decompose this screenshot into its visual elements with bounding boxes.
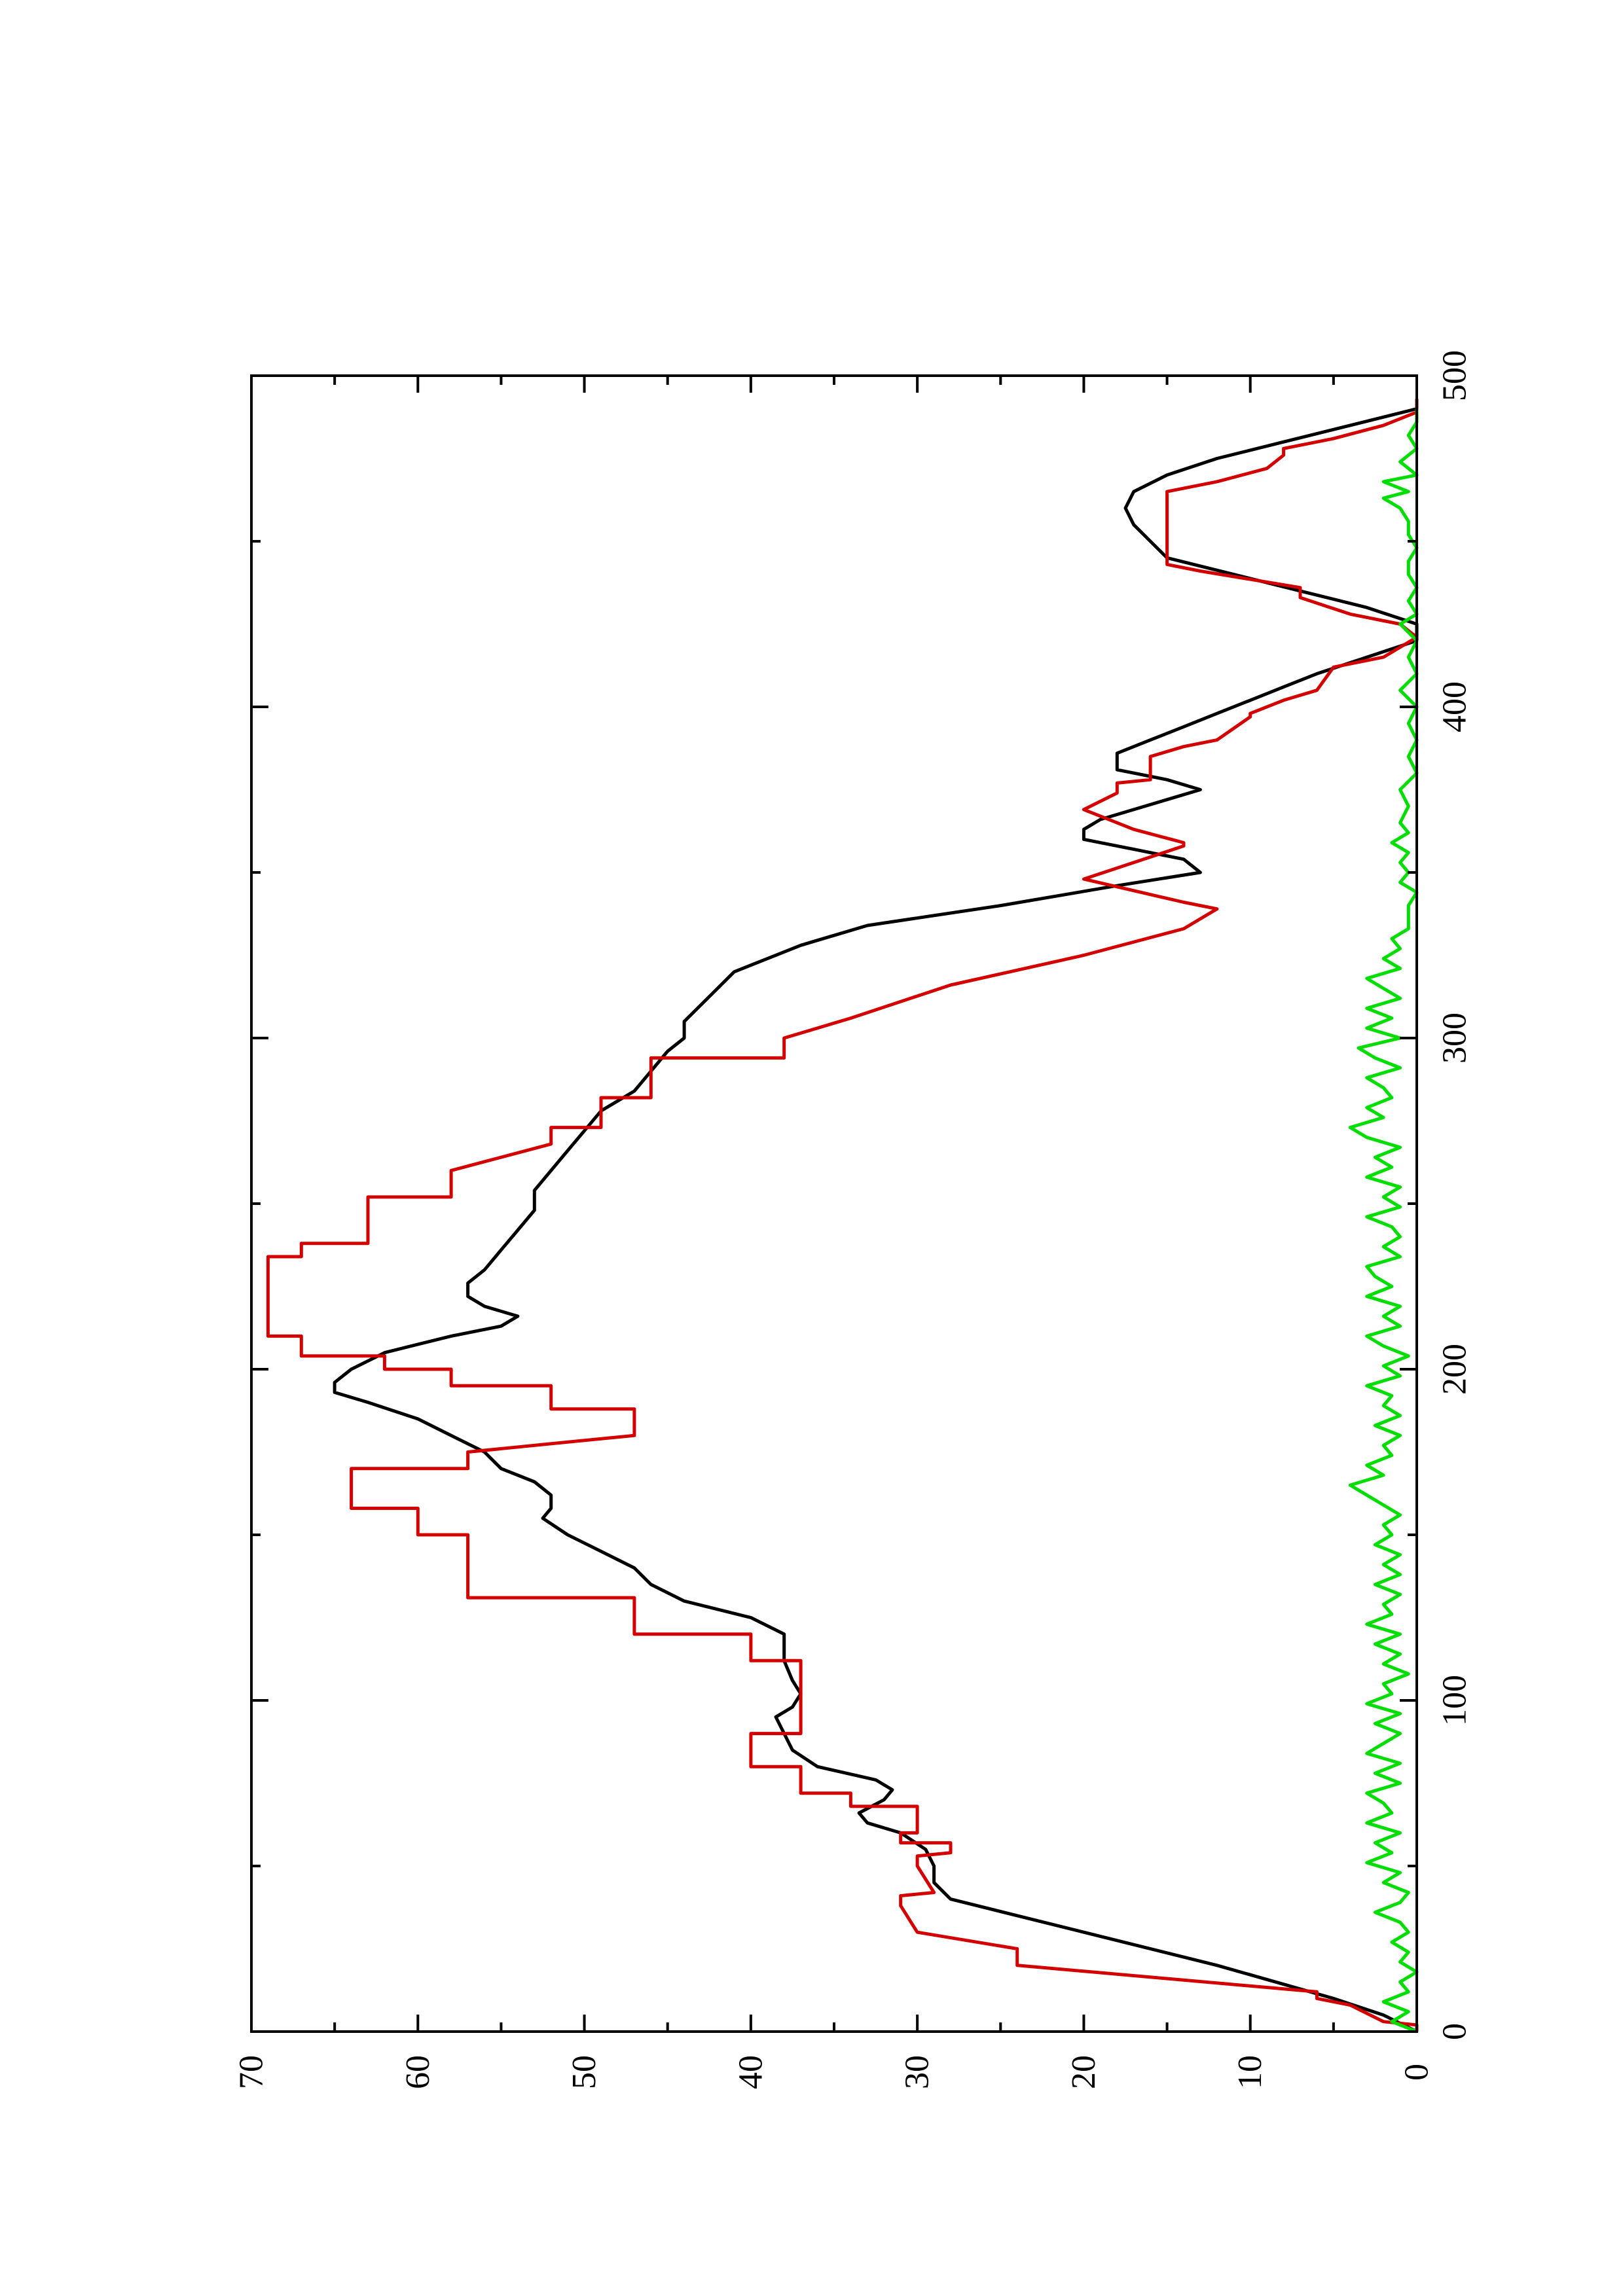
series-line-3: [1348, 408, 1419, 2034]
y-tick-label: 10: [1231, 2055, 1269, 2089]
series-line-2: [266, 399, 1419, 2032]
y-tick-label: 50: [566, 2055, 603, 2089]
y-tick-label: 40: [732, 2055, 769, 2089]
x-tick-label: 100: [1436, 1675, 1474, 1726]
y-tick-label: 70: [233, 2055, 270, 2089]
plot-frame: [250, 374, 1418, 2033]
y-tick-label: 20: [1065, 2055, 1103, 2089]
series-line-1: [333, 407, 1419, 2034]
x-tick-label: 200: [1436, 1344, 1474, 1395]
tick-layer: [250, 374, 1418, 2033]
x-tick-label: 400: [1436, 681, 1474, 732]
series-layer: [266, 399, 1419, 2034]
y-tick-label: 30: [899, 2055, 936, 2089]
x-tick-label: 500: [1436, 350, 1474, 401]
y-tick-label: 60: [399, 2055, 437, 2089]
tick-label-layer: 0 100 200 300 400 500 0 10 20 30 40 50 60 70: [233, 350, 1474, 2089]
y-tick-label: 0: [1398, 2064, 1436, 2081]
x-tick-label: 0: [1436, 2023, 1474, 2040]
x-tick-label: 300: [1436, 1013, 1474, 1064]
